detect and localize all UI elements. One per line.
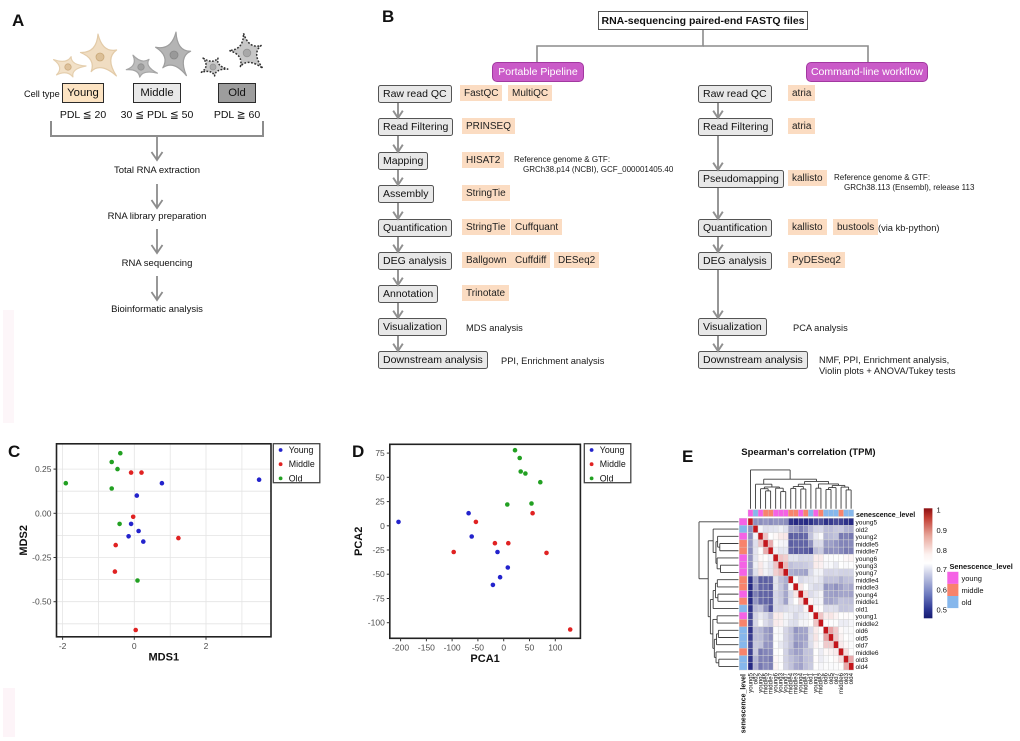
svg-text:young1: young1 — [856, 614, 878, 621]
svg-text:old7: old7 — [856, 643, 869, 650]
svg-text:E: E — [682, 447, 693, 466]
svg-text:middle6: middle6 — [839, 672, 845, 694]
svg-text:0.6: 0.6 — [937, 585, 947, 594]
svg-text:young5: young5 — [748, 672, 754, 692]
svg-text:middle7: middle7 — [768, 672, 774, 694]
svg-text:middle3: middle3 — [794, 672, 800, 694]
svg-text:old2: old2 — [856, 527, 869, 534]
svg-text:0.5: 0.5 — [937, 605, 947, 614]
svg-text:-0.25: -0.25 — [32, 553, 52, 563]
svg-text:0.00: 0.00 — [35, 508, 52, 518]
svg-text:-50: -50 — [373, 569, 386, 579]
svg-text:0.8: 0.8 — [937, 546, 947, 555]
svg-text:0: 0 — [501, 642, 506, 652]
svg-text:middle4: middle4 — [856, 577, 879, 584]
svg-text:middle2: middle2 — [856, 621, 879, 628]
svg-text:senescence_level: senescence_level — [856, 512, 915, 519]
svg-text:old4: old4 — [856, 664, 869, 671]
svg-text:old2: old2 — [753, 672, 759, 684]
svg-text:Young: Young — [600, 445, 625, 455]
svg-text:-50: -50 — [472, 642, 485, 652]
svg-text:young4: young4 — [856, 592, 878, 599]
svg-text:Old: Old — [289, 473, 303, 483]
svg-text:young5: young5 — [856, 520, 878, 527]
svg-text:young2: young2 — [856, 534, 878, 541]
svg-text:0: 0 — [380, 521, 385, 531]
svg-text:young2: young2 — [758, 672, 764, 692]
svg-text:2: 2 — [204, 641, 209, 651]
svg-text:0.9: 0.9 — [937, 526, 947, 535]
svg-text:PCA1: PCA1 — [470, 653, 499, 665]
svg-text:middle1: middle1 — [856, 599, 879, 606]
svg-text:middle6: middle6 — [856, 650, 879, 657]
svg-text:young4: young4 — [799, 672, 805, 692]
svg-text:old3: old3 — [844, 672, 850, 684]
svg-text:-100: -100 — [444, 642, 461, 652]
svg-text:C: C — [8, 442, 20, 461]
svg-text:young6: young6 — [856, 556, 878, 563]
svg-text:middle3: middle3 — [856, 585, 879, 592]
svg-text:75: 75 — [375, 448, 385, 458]
svg-text:-25: -25 — [373, 545, 386, 555]
svg-text:old5: old5 — [829, 672, 835, 684]
svg-text:Old: Old — [600, 473, 614, 483]
svg-text:young3: young3 — [856, 563, 878, 570]
svg-text:old7: old7 — [834, 672, 840, 684]
svg-text:50: 50 — [375, 472, 385, 482]
svg-text:-100: -100 — [368, 618, 385, 628]
svg-text:middle5: middle5 — [856, 541, 879, 548]
svg-text:old3: old3 — [856, 657, 869, 664]
svg-text:old: old — [962, 598, 972, 607]
svg-text:middle1: middle1 — [804, 672, 810, 694]
svg-text:old5: old5 — [856, 635, 869, 642]
svg-text:0: 0 — [132, 641, 137, 651]
svg-text:middle5: middle5 — [763, 672, 769, 694]
svg-text:PCA2: PCA2 — [353, 527, 365, 556]
svg-text:Middle: Middle — [289, 459, 315, 469]
svg-text:D: D — [352, 442, 364, 461]
svg-text:middle: middle — [962, 586, 984, 595]
svg-text:middle4: middle4 — [789, 672, 795, 694]
svg-text:old1: old1 — [856, 606, 869, 613]
svg-text:young7: young7 — [856, 570, 878, 577]
svg-text:young1: young1 — [814, 672, 820, 692]
svg-text:0.7: 0.7 — [937, 565, 947, 574]
svg-text:Senescence_level: Senescence_level — [950, 562, 1013, 571]
svg-text:Middle: Middle — [600, 459, 626, 469]
svg-text:100: 100 — [548, 642, 562, 652]
svg-text:middle7: middle7 — [856, 549, 879, 556]
svg-text:50: 50 — [525, 642, 535, 652]
svg-text:young7: young7 — [784, 672, 790, 692]
svg-text:25: 25 — [375, 497, 385, 507]
svg-text:old4: old4 — [849, 672, 855, 684]
svg-text:-200: -200 — [392, 642, 409, 652]
svg-text:Young: Young — [289, 445, 314, 455]
svg-text:-150: -150 — [418, 642, 435, 652]
svg-text:old6: old6 — [824, 672, 830, 684]
svg-text:middle2: middle2 — [819, 672, 825, 694]
svg-text:senescence_level: senescence_level — [741, 674, 748, 733]
svg-text:-75: -75 — [373, 594, 386, 604]
svg-text:young: young — [962, 574, 982, 583]
svg-text:-0.50: -0.50 — [32, 597, 52, 607]
svg-text:Spearman's correlation (TPM): Spearman's correlation (TPM) — [741, 447, 875, 458]
svg-text:MDS1: MDS1 — [149, 652, 180, 664]
svg-text:MDS2: MDS2 — [18, 525, 30, 556]
svg-text:-2: -2 — [59, 641, 67, 651]
svg-text:young3: young3 — [778, 672, 784, 692]
svg-text:1: 1 — [937, 506, 941, 515]
svg-text:old1: old1 — [809, 672, 815, 684]
svg-text:old6: old6 — [856, 628, 869, 635]
svg-text:young6: young6 — [773, 672, 779, 692]
svg-text:0.25: 0.25 — [35, 464, 52, 474]
